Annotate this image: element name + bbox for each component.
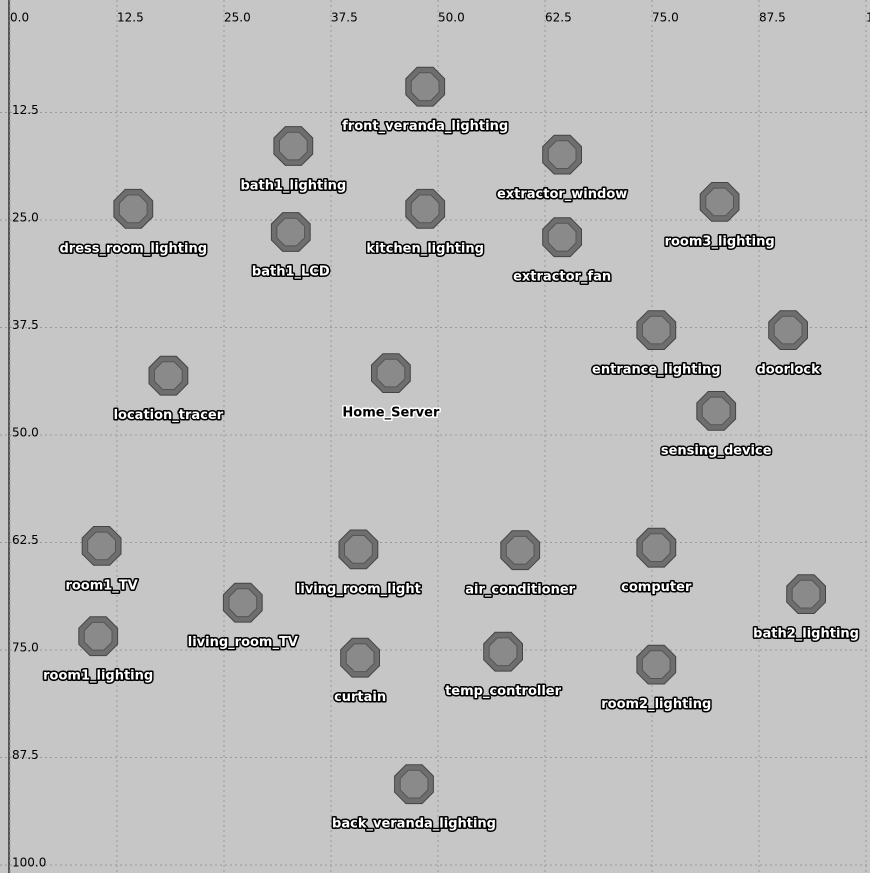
y-tick-label: 75.0 [12, 641, 39, 655]
node [786, 574, 826, 614]
node-inner [344, 535, 373, 564]
node-label: sensing_device [661, 443, 772, 458]
node-inner [488, 637, 518, 667]
y-tick-label: 37.5 [12, 318, 39, 332]
node-inner [410, 194, 440, 224]
node [542, 134, 582, 175]
node-inner [399, 769, 429, 799]
node [542, 217, 582, 258]
node-label: room1_lighting [43, 669, 153, 684]
node [696, 391, 737, 431]
x-tick-label: 50.0 [438, 11, 465, 25]
node [273, 126, 314, 166]
x-tick-label: 75.0 [652, 11, 679, 25]
node [81, 526, 122, 566]
x-tick-label: 62.5 [545, 11, 572, 25]
node-inner [641, 533, 671, 562]
node-label: bath2_lighting [753, 627, 859, 642]
node-inner [87, 531, 116, 561]
node-label: front_veranda_lighting [342, 119, 508, 134]
node [394, 764, 434, 805]
x-tick-label: 100.0 [866, 11, 870, 25]
node [270, 212, 311, 252]
y-tick-label: 100.0 [12, 856, 46, 870]
y-tick-label: 12.5 [12, 103, 39, 117]
node-inner [641, 315, 671, 345]
node-label: living_room_TV [188, 635, 298, 650]
node-label: air_conditioner [465, 583, 575, 598]
node-label: room3_lighting [665, 234, 775, 249]
node-inner [118, 194, 148, 224]
node-label: location_tracer [114, 408, 224, 423]
y-tick-label: 25.0 [12, 211, 39, 225]
node [222, 582, 263, 623]
node-inner [228, 588, 258, 618]
node-label: bath1_lighting [240, 179, 346, 194]
node-label: dress_room_lighting [59, 241, 207, 256]
node-label: living_room_light [296, 582, 421, 597]
x-tick-label: 25.0 [224, 11, 251, 25]
node [340, 637, 380, 678]
node [636, 527, 677, 568]
node [78, 616, 119, 657]
node [768, 310, 808, 350]
node-inner [83, 621, 113, 651]
y-tick-label: 87.5 [12, 748, 39, 762]
node [405, 66, 446, 107]
x-tick-label: 87.5 [759, 11, 786, 25]
x-tick-label: 37.5 [331, 11, 358, 25]
node-inner [276, 217, 306, 247]
node-label: extractor_window [497, 187, 627, 202]
node-inner [547, 222, 577, 252]
node-label: Home_Server [342, 406, 440, 421]
node-label: room1_TV [65, 578, 137, 593]
node-inner [345, 643, 375, 673]
node [113, 188, 154, 229]
node-label: back_veranda_lighting [332, 817, 496, 832]
node [371, 353, 411, 393]
node-inner [547, 140, 577, 169]
node-inner [773, 315, 803, 345]
y-tick-label: 62.5 [12, 533, 39, 547]
node-label: doorlock [756, 363, 820, 378]
node-inner [505, 535, 535, 565]
node-inner [154, 361, 183, 390]
x-tick-label: 0.0 [10, 11, 29, 25]
node-inner [641, 650, 671, 679]
node-inner [410, 72, 440, 102]
node [148, 355, 189, 396]
node-inner [701, 396, 731, 426]
node [636, 310, 677, 350]
node-label: bath1_LCD [252, 265, 330, 280]
node [405, 188, 446, 229]
node-inner [376, 358, 406, 388]
node-inner [705, 187, 734, 217]
x-tick-label: 12.5 [117, 11, 144, 25]
node-label: room2_lighting [601, 697, 711, 712]
node [500, 530, 541, 571]
node [699, 182, 740, 222]
node-label: entrance_lighting [592, 363, 720, 378]
node-label: curtain [334, 690, 386, 705]
node-inner [791, 579, 821, 609]
node-inner [279, 131, 308, 161]
node-label: kitchen_lighting [366, 241, 484, 256]
node [636, 644, 677, 685]
node-label: temp_controller [445, 684, 562, 699]
node-label: extractor_fan [513, 270, 611, 285]
node [483, 631, 523, 672]
y-tick-label: 50.0 [12, 426, 39, 440]
node-label: computer [621, 580, 692, 595]
node [338, 529, 379, 570]
